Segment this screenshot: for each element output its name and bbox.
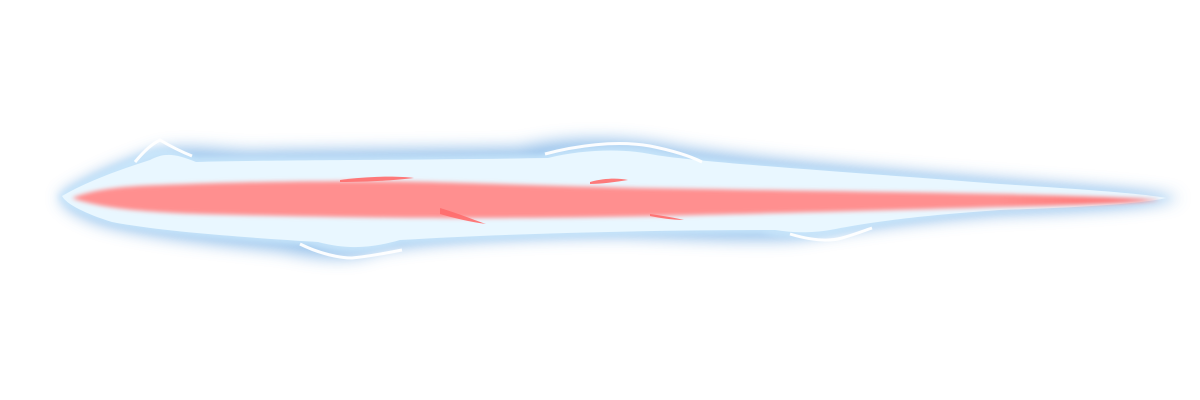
beam-core-streak-2	[440, 208, 486, 224]
beam-highlight-top	[133, 138, 193, 163]
beam-core-streak-3	[590, 178, 628, 184]
beam-highlight-bottom	[299, 242, 403, 260]
beam-core	[72, 181, 1160, 218]
beam-highlight-bottom-right	[789, 226, 873, 242]
beam-highlight-mid	[544, 142, 703, 164]
beam-core-streak-4	[650, 214, 684, 220]
beam-core-streak-1	[340, 176, 414, 182]
